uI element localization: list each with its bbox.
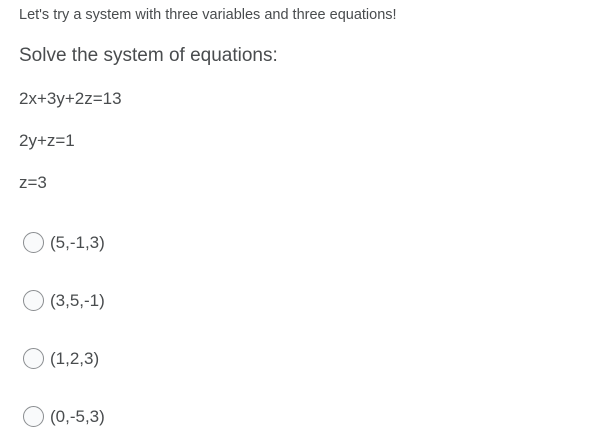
answer-option-1[interactable]: (5,-1,3) <box>23 232 105 253</box>
answer-option-4[interactable]: (0,-5,3) <box>23 406 105 427</box>
option-label: (0,-5,3) <box>50 406 105 426</box>
radio-button[interactable] <box>23 232 44 253</box>
answer-option-2[interactable]: (3,5,-1) <box>23 290 105 311</box>
radio-button[interactable] <box>23 290 44 311</box>
radio-button[interactable] <box>23 406 44 427</box>
question-prompt: Solve the system of equations: <box>19 45 278 66</box>
equation-2: 2y+z=1 <box>19 131 75 150</box>
intro-text: Let's try a system with three variables … <box>19 7 397 23</box>
radio-button[interactable] <box>23 348 44 369</box>
answer-option-3[interactable]: (1,2,3) <box>23 348 99 369</box>
equation-1: 2x+3y+2z=13 <box>19 89 122 108</box>
equation-3: z=3 <box>19 173 47 192</box>
option-label: (3,5,-1) <box>50 290 105 310</box>
option-label: (1,2,3) <box>50 348 100 368</box>
option-label: (5,-1,3) <box>50 232 105 252</box>
